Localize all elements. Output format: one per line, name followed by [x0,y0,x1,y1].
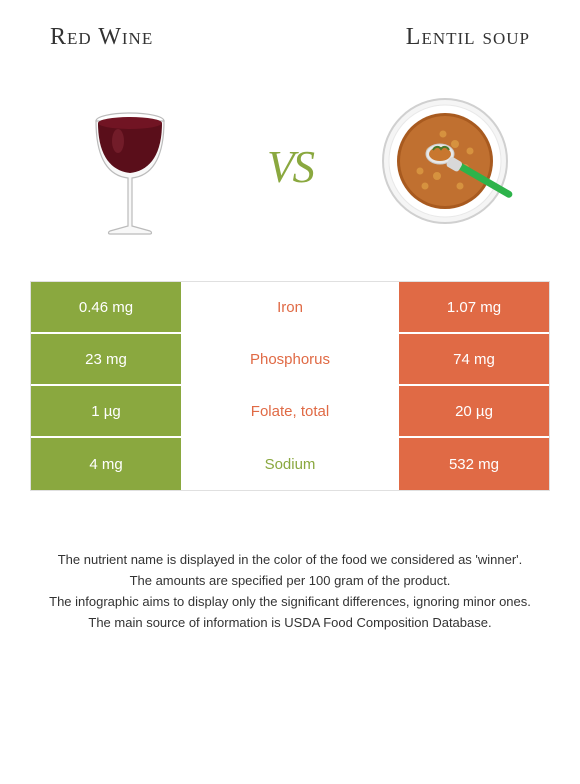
right-value: 532 mg [399,438,549,490]
footnote-line: The amounts are specified per 100 gram o… [40,572,540,591]
vs-label: vs [267,124,313,198]
table-row: 4 mgSodium532 mg [31,438,549,490]
nutrient-table: 0.46 mgIron1.07 mg23 mgPhosphorus74 mg1 … [30,281,550,491]
right-value: 20 µg [399,386,549,436]
footnotes: The nutrient name is displayed in the co… [40,551,540,632]
nutrient-label: Phosphorus [181,334,399,384]
right-value: 74 mg [399,334,549,384]
table-row: 0.46 mgIron1.07 mg [31,282,549,334]
left-value: 4 mg [31,438,181,490]
left-value: 0.46 mg [31,282,181,332]
right-image [350,71,550,251]
images-row: vs [0,61,580,271]
left-title: Red Wine [50,24,153,51]
nutrient-label: Iron [181,282,399,332]
left-image [30,71,230,251]
soup-bowl-icon [365,76,535,246]
nutrient-label: Folate, total [181,386,399,436]
wine-glass-icon [70,81,190,241]
nutrient-label: Sodium [181,438,399,490]
left-value: 23 mg [31,334,181,384]
right-title: Lentil soup [406,24,530,51]
left-value: 1 µg [31,386,181,436]
footnote-line: The main source of information is USDA F… [40,614,540,633]
footnote-line: The nutrient name is displayed in the co… [40,551,540,570]
table-row: 1 µgFolate, total20 µg [31,386,549,438]
table-row: 23 mgPhosphorus74 mg [31,334,549,386]
footnote-line: The infographic aims to display only the… [40,593,540,612]
right-value: 1.07 mg [399,282,549,332]
